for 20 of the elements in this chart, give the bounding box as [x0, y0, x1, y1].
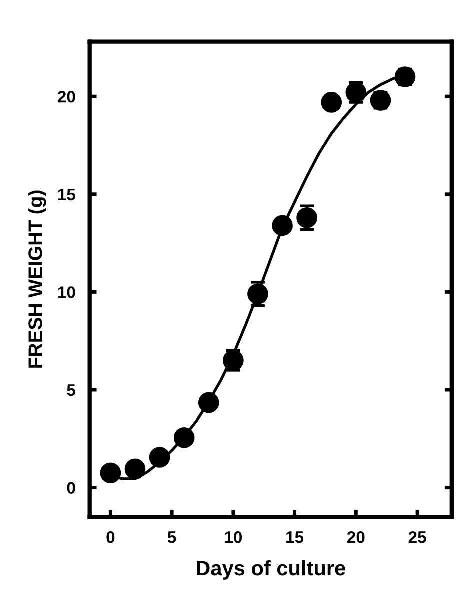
x-tick-label: 20: [347, 531, 365, 544]
point: [198, 392, 220, 414]
x-tick-label: 25: [408, 531, 426, 544]
y-tick-label: 5: [67, 384, 76, 396]
point: [100, 462, 122, 484]
point: [124, 458, 146, 480]
point: [272, 215, 293, 236]
y-tick-label: 20: [58, 90, 76, 103]
x-tick-label: 0: [106, 531, 115, 544]
y-tick-label: 10: [58, 286, 76, 298]
x-tick-label: 5: [168, 532, 176, 544]
point: [149, 447, 170, 468]
x-tick-label: 15: [286, 532, 304, 544]
y-tick-label: 0: [67, 482, 76, 494]
x-tick-label: 10: [225, 531, 242, 544]
point: [321, 92, 342, 113]
point: [174, 428, 195, 448]
y-axis-title: FRESH WEIGHT (g): [28, 190, 46, 368]
y-tick-label: 15: [58, 188, 76, 201]
x-axis-title: Days of culture: [197, 560, 346, 580]
